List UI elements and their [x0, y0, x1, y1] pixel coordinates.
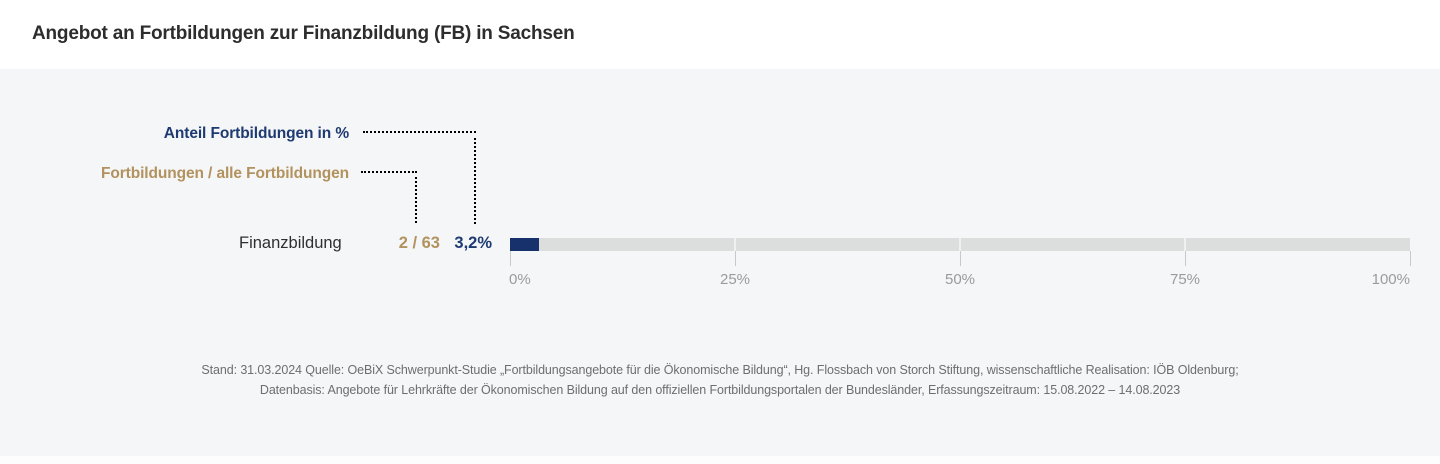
legend-connector-ratio-vertical	[415, 177, 417, 223]
title-band: Angebot an Fortbildungen zur Finanzbildu…	[0, 0, 1440, 69]
legend-ratio-label: Fortbildungen / alle Fortbildungen	[100, 165, 349, 182]
axis-tick	[1410, 251, 1411, 266]
axis-tick-label: 25%	[719, 271, 751, 288]
bar-track-gridline	[1184, 238, 1186, 251]
bar-fill	[510, 238, 539, 251]
bar-track-gridline	[959, 238, 961, 251]
x-axis: 0% 25% 50% 75% 100%	[509, 251, 1411, 293]
legend-percent-label: Anteil Fortbildungen in %	[163, 125, 349, 142]
bar-track	[510, 238, 1410, 251]
ratio-value: 2 / 63	[398, 234, 440, 252]
bar-track-gridline	[734, 238, 736, 251]
legend-connector-percent-vertical	[474, 138, 476, 224]
source-note: Stand: 31.03.2024 Quelle: OeBiX Schwerpu…	[0, 360, 1440, 400]
axis-tick-label: 50%	[944, 271, 976, 288]
legend-connector-percent-horizontal	[363, 131, 476, 133]
axis-tick	[510, 251, 511, 266]
legend-connector-ratio-horizontal	[361, 171, 417, 173]
percent-value: 3,2%	[454, 234, 492, 252]
source-note-line1: Stand: 31.03.2024 Quelle: OeBiX Schwerpu…	[201, 363, 1239, 377]
axis-tick	[1185, 251, 1186, 266]
axis-tick	[960, 251, 961, 266]
chart-title: Angebot an Fortbildungen zur Finanzbildu…	[32, 23, 575, 44]
source-note-line2: Datenbasis: Angebote für Lehrkräfte der …	[259, 383, 1181, 397]
axis-tick-label: 75%	[1169, 271, 1201, 288]
axis-tick-label: 0%	[509, 271, 531, 288]
axis-tick	[735, 251, 736, 266]
axis-tick-label: 100%	[1371, 271, 1410, 288]
bottom-strip	[0, 456, 1440, 464]
category-label: Finanzbildung	[239, 234, 342, 252]
